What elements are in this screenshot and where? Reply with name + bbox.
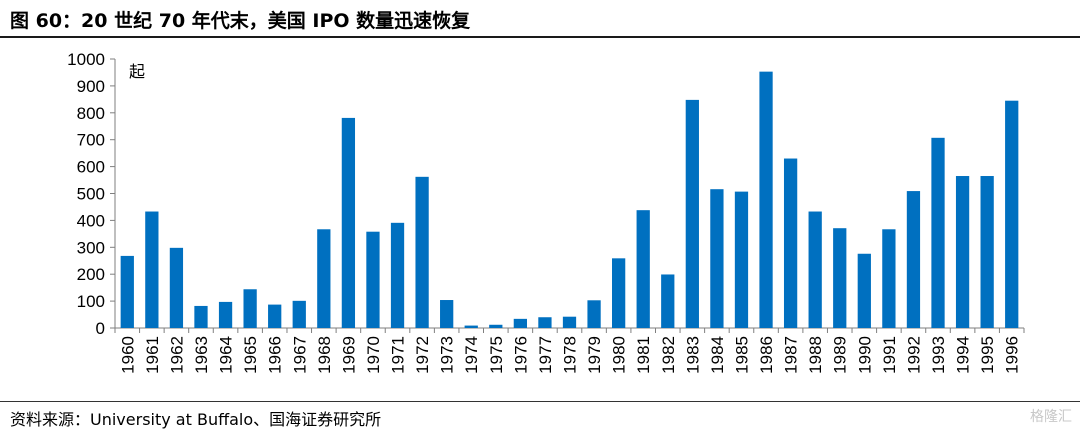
- x-tick-label-1975: 1975: [487, 336, 506, 374]
- bar-1986: [759, 71, 773, 328]
- y-axis-ticks: 0 100 200 300 400 500 600 700 800 900 1000: [67, 50, 115, 338]
- chart-title: 图 60：20 世纪 70 年代末，美国 IPO 数量迅速恢复: [10, 10, 471, 32]
- x-tick-label-1986: 1986: [757, 336, 776, 374]
- x-tick-label-1987: 1987: [782, 336, 801, 374]
- x-tick-label-1983: 1983: [683, 336, 702, 374]
- bar-1969: [341, 117, 356, 328]
- x-tick-label-1992: 1992: [904, 336, 923, 374]
- x-tick-label-1979: 1979: [585, 336, 604, 374]
- x-tick-label-1980: 1980: [610, 336, 629, 374]
- y-tick-label: 600: [77, 158, 105, 177]
- bar-1995: [980, 176, 994, 328]
- bar-1963: [194, 305, 208, 328]
- x-tick-label-1970: 1970: [364, 336, 383, 374]
- x-tick-label-1981: 1981: [634, 336, 653, 374]
- bar-1996: [1005, 100, 1019, 328]
- x-tick-label-1964: 1964: [217, 336, 236, 374]
- x-tick-label-1965: 1965: [241, 336, 260, 374]
- x-tick-label-1993: 1993: [929, 336, 948, 374]
- bar-1982: [661, 274, 675, 328]
- bar-1987: [783, 158, 798, 328]
- x-tick-label-1966: 1966: [266, 336, 285, 374]
- x-tick-label-1969: 1969: [339, 336, 358, 374]
- y-tick-label: 500: [77, 185, 105, 204]
- bar-1973: [440, 300, 454, 328]
- bar-1967: [292, 300, 306, 328]
- x-tick-label-1961: 1961: [143, 336, 162, 374]
- bar-1980: [612, 258, 626, 328]
- bar-1976: [513, 318, 527, 328]
- bar-1962: [169, 247, 184, 328]
- bar-1975: [489, 324, 503, 328]
- bar-1970: [366, 231, 380, 328]
- y-tick-label: 1000: [67, 50, 105, 69]
- y-tick-label: 400: [77, 211, 105, 230]
- x-tick-label-1995: 1995: [978, 336, 997, 374]
- x-tick-label-1960: 1960: [118, 336, 137, 374]
- x-tick-label-1971: 1971: [389, 336, 408, 374]
- bar-1993: [931, 137, 945, 328]
- bar-1960: [120, 255, 134, 328]
- bar-1991: [882, 229, 896, 328]
- bar-1983: [685, 99, 699, 328]
- bar-1989: [833, 228, 847, 328]
- x-tick-label-1984: 1984: [708, 336, 727, 374]
- title-rule: [0, 36, 1080, 38]
- x-tick-label-1976: 1976: [511, 336, 530, 374]
- watermark-logo: 格隆汇: [1030, 409, 1072, 425]
- unit-label: 起: [129, 62, 145, 81]
- x-tick-label-1963: 1963: [192, 336, 211, 374]
- source-note: 资料来源：University at Buffalo、国海证券研究所: [10, 410, 382, 429]
- y-tick-label: 800: [77, 104, 105, 123]
- y-tick-label: 700: [77, 131, 105, 150]
- bars: [120, 71, 1019, 328]
- bar-1968: [317, 229, 331, 328]
- bar-1974: [464, 325, 478, 328]
- x-tick-label-1974: 1974: [462, 336, 481, 374]
- bar-1994: [955, 176, 970, 328]
- footer-rule: [0, 401, 1080, 402]
- y-tick-label: 200: [77, 265, 105, 284]
- bar-1964: [218, 301, 233, 328]
- x-tick-label-1973: 1973: [438, 336, 457, 374]
- y-tick-label: 900: [77, 77, 105, 96]
- bar-1977: [538, 317, 552, 328]
- x-tick-label-1994: 1994: [954, 336, 973, 374]
- bar-1979: [587, 300, 601, 328]
- y-tick-label: 100: [77, 292, 105, 311]
- x-tick-label-1978: 1978: [561, 336, 580, 374]
- bar-1992: [906, 191, 921, 328]
- y-tick-label: 300: [77, 238, 105, 257]
- bar-1984: [710, 189, 724, 328]
- x-tick-label-1991: 1991: [880, 336, 899, 374]
- bar-1971: [390, 222, 405, 328]
- bar-1961: [145, 211, 159, 328]
- x-tick-label-1996: 1996: [1003, 336, 1022, 374]
- x-tick-label-1990: 1990: [855, 336, 874, 374]
- x-tick-label-1982: 1982: [659, 336, 678, 374]
- bar-1988: [808, 211, 822, 328]
- bar-1966: [268, 304, 282, 328]
- x-tick-label-1968: 1968: [315, 336, 334, 374]
- y-tick-label: 0: [96, 319, 105, 338]
- bar-1985: [734, 191, 749, 328]
- bar-1965: [243, 289, 257, 328]
- x-tick-label-1988: 1988: [806, 336, 825, 374]
- x-tick-label-1972: 1972: [413, 336, 432, 374]
- x-axis-ticks: 1960 1961 1962 1963 1964 1965 1966 1967 1968 1969…: [114, 328, 1025, 374]
- x-tick-label-1989: 1989: [831, 336, 850, 374]
- x-tick-label-1967: 1967: [290, 336, 309, 374]
- bar-1981: [636, 210, 650, 328]
- bar-1990: [857, 253, 871, 328]
- bar-1972: [415, 176, 429, 328]
- bar-1978: [562, 316, 577, 328]
- x-tick-label-1977: 1977: [536, 336, 555, 374]
- x-tick-label-1985: 1985: [732, 336, 751, 374]
- x-tick-label-1962: 1962: [167, 336, 186, 374]
